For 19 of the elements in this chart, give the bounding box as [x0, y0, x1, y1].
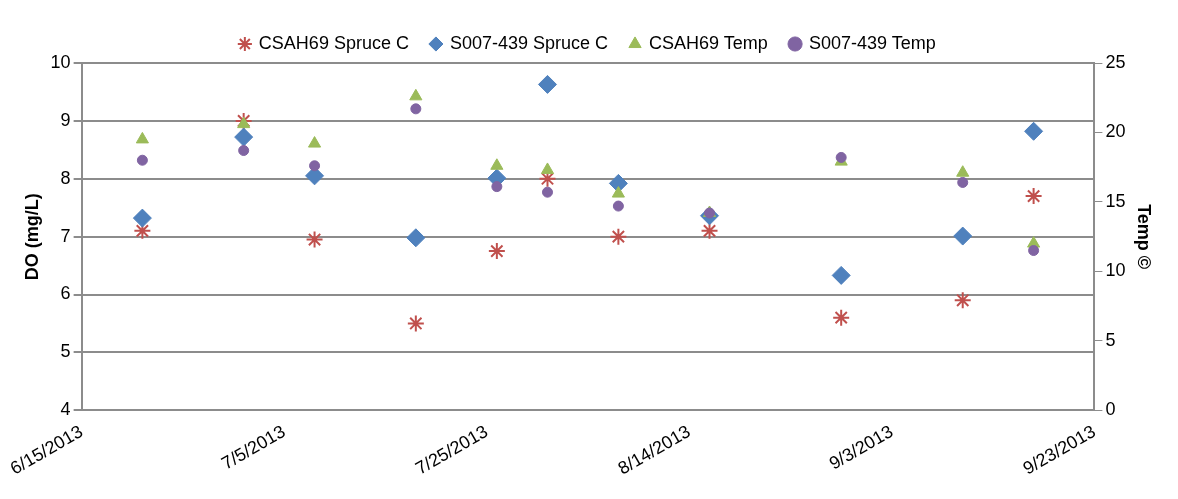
legend-label: CSAH69 Temp — [649, 32, 768, 53]
legend-label: S007-439 Temp — [809, 32, 936, 53]
y2-tick-label: 20 — [1105, 121, 1126, 142]
legend-label: CSAH69 Spruce C — [258, 32, 409, 53]
y-axis-title: DO (mg/L) — [21, 193, 42, 281]
y-tick-label: 4 — [60, 399, 71, 420]
y-tick-label: 8 — [60, 167, 71, 188]
y2-tick-label: 10 — [1105, 260, 1126, 281]
y2-axis-title: Temp © — [1134, 204, 1155, 270]
y-tick-label: 5 — [60, 341, 71, 362]
y2-tick-label: 15 — [1105, 190, 1126, 211]
y2-tick-label: 25 — [1105, 51, 1126, 72]
y-tick-label: 9 — [60, 109, 71, 130]
y-tick-label: 7 — [60, 225, 71, 246]
y-tick-label: 6 — [60, 283, 71, 304]
legend-label: S007-439 Spruce C — [449, 32, 609, 53]
y-tick-label: 10 — [50, 51, 71, 72]
y2-tick-label: 0 — [1105, 399, 1116, 420]
y2-tick-label: 5 — [1105, 329, 1116, 350]
